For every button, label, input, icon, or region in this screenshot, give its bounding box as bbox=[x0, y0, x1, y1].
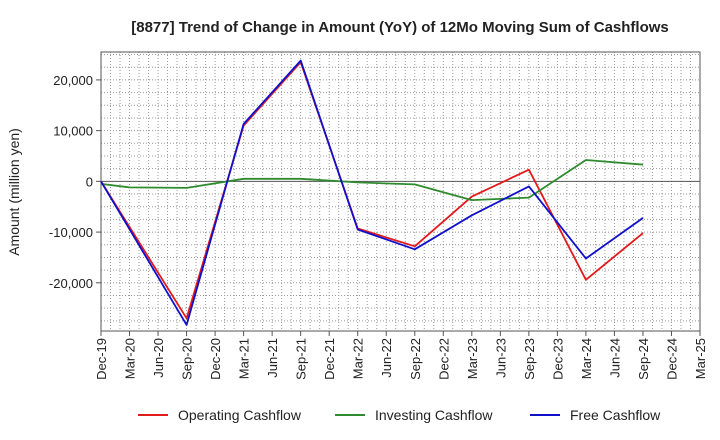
x-tick-label: Jun-20 bbox=[151, 338, 166, 378]
x-tick-label: Mar-21 bbox=[237, 338, 252, 379]
series-layer bbox=[100, 59, 644, 326]
y-tick-label: -10,000 bbox=[49, 225, 93, 240]
y-axis: 20,000 10,000 0 -10,000 -20,000 bbox=[49, 73, 101, 291]
x-tick-label: Jun-24 bbox=[607, 338, 622, 378]
x-tick-label: Sep-21 bbox=[294, 338, 309, 380]
x-tick-label: Dec-23 bbox=[550, 338, 565, 380]
series-line-operating-cashflow bbox=[100, 61, 644, 320]
y-tick-label: 0 bbox=[86, 174, 93, 189]
x-tick-label: Sep-23 bbox=[522, 338, 537, 380]
x-tick-label: Dec-24 bbox=[664, 338, 679, 380]
y-tick-label: 20,000 bbox=[53, 73, 93, 88]
legend-label: Investing Cashflow bbox=[375, 407, 493, 423]
x-tick-label: Dec-21 bbox=[322, 338, 337, 380]
plot-frame bbox=[100, 51, 701, 332]
legend: Operating Cashflow Investing Cashflow Free… bbox=[138, 407, 661, 423]
x-tick-label: Dec-20 bbox=[208, 338, 223, 380]
x-tick-label: Dec-22 bbox=[436, 338, 451, 380]
series-line-free-cashflow bbox=[100, 59, 644, 326]
y-tick-label: 10,000 bbox=[53, 124, 93, 139]
legend-label: Operating Cashflow bbox=[178, 407, 302, 423]
x-axis: Dec-19 Mar-20 Jun-20 Sep-20 Dec-20 Mar-21 Jun-… bbox=[94, 331, 708, 380]
x-tick-label: Jun-23 bbox=[493, 338, 508, 378]
x-tick-label: Jun-21 bbox=[265, 338, 280, 378]
chart-title: [8877] Trend of Change in Amount (YoY) o… bbox=[131, 19, 669, 36]
x-tick-label: Mar-20 bbox=[123, 338, 138, 379]
series-line-investing-cashflow bbox=[100, 159, 644, 202]
x-tick-label: Dec-19 bbox=[94, 338, 109, 380]
legend-label: Free Cashflow bbox=[570, 407, 661, 423]
x-tick-label: Mar-24 bbox=[579, 338, 594, 379]
x-tick-label: Mar-22 bbox=[351, 338, 366, 379]
y-axis-label: Amount (million yen) bbox=[6, 128, 22, 256]
x-tick-label: Jun-22 bbox=[379, 338, 394, 378]
y-tick-label: -20,000 bbox=[49, 276, 93, 291]
x-tick-label: Mar-25 bbox=[693, 338, 708, 379]
grid-layer bbox=[101, 52, 700, 331]
x-tick-label: Sep-24 bbox=[636, 338, 651, 380]
x-tick-label: Sep-22 bbox=[408, 338, 423, 380]
x-tick-label: Sep-20 bbox=[180, 338, 195, 380]
x-tick-label: Mar-23 bbox=[465, 338, 480, 379]
